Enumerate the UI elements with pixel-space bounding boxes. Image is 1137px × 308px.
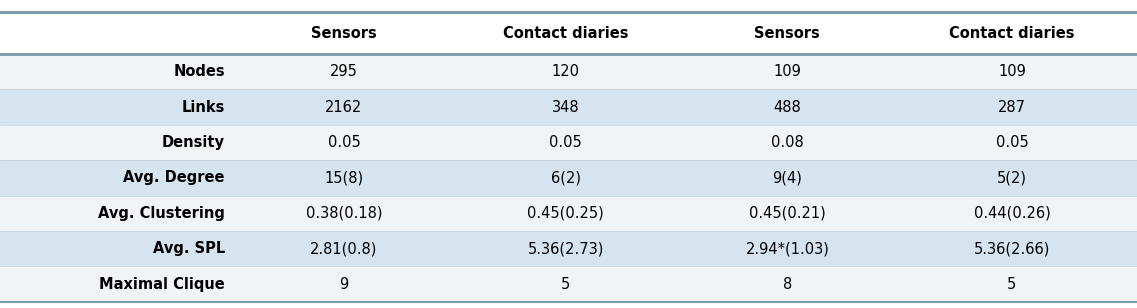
Text: 0.38(0.18): 0.38(0.18): [306, 206, 382, 221]
Text: 0.45(0.25): 0.45(0.25): [528, 206, 604, 221]
Text: Avg. Clustering: Avg. Clustering: [98, 206, 225, 221]
Text: 0.45(0.21): 0.45(0.21): [749, 206, 825, 221]
Text: 120: 120: [551, 64, 580, 79]
Text: 5: 5: [1007, 277, 1016, 292]
Text: Nodes: Nodes: [173, 64, 225, 79]
Text: 6(2): 6(2): [550, 170, 581, 185]
Text: Links: Links: [182, 99, 225, 115]
Text: 0.44(0.26): 0.44(0.26): [973, 206, 1051, 221]
Text: 2.81(0.8): 2.81(0.8): [310, 241, 377, 256]
Bar: [0, 12, 1137, 54]
Text: 287: 287: [998, 99, 1026, 115]
Text: 9: 9: [339, 277, 349, 292]
Bar: [0, 266, 1137, 302]
Text: 5(2): 5(2): [997, 170, 1027, 185]
Bar: [0, 196, 1137, 231]
Text: Density: Density: [161, 135, 225, 150]
Text: Contact diaries: Contact diaries: [949, 26, 1074, 41]
Text: 5.36(2.66): 5.36(2.66): [973, 241, 1051, 256]
Text: 5.36(2.73): 5.36(2.73): [528, 241, 604, 256]
Text: 2162: 2162: [325, 99, 363, 115]
Bar: [0, 89, 1137, 125]
Text: 9(4): 9(4): [772, 170, 803, 185]
Text: 2.94*(1.03): 2.94*(1.03): [746, 241, 829, 256]
Text: 8: 8: [782, 277, 792, 292]
Text: 295: 295: [330, 64, 358, 79]
Bar: [0, 231, 1137, 266]
Text: 0.05: 0.05: [996, 135, 1028, 150]
Text: 0.05: 0.05: [549, 135, 582, 150]
Text: Maximal Clique: Maximal Clique: [99, 277, 225, 292]
Text: Sensors: Sensors: [312, 26, 376, 41]
Bar: [0, 160, 1137, 196]
Text: 348: 348: [551, 99, 580, 115]
Text: Avg. SPL: Avg. SPL: [152, 241, 225, 256]
Text: 5: 5: [561, 277, 571, 292]
Text: Avg. Degree: Avg. Degree: [124, 170, 225, 185]
Text: Sensors: Sensors: [755, 26, 820, 41]
Text: 15(8): 15(8): [324, 170, 364, 185]
Text: Contact diaries: Contact diaries: [503, 26, 629, 41]
Text: 0.08: 0.08: [771, 135, 804, 150]
Text: 109: 109: [998, 64, 1026, 79]
Text: 0.05: 0.05: [327, 135, 360, 150]
Bar: [0, 54, 1137, 89]
Bar: [0, 125, 1137, 160]
Text: 109: 109: [773, 64, 802, 79]
Text: 488: 488: [773, 99, 802, 115]
